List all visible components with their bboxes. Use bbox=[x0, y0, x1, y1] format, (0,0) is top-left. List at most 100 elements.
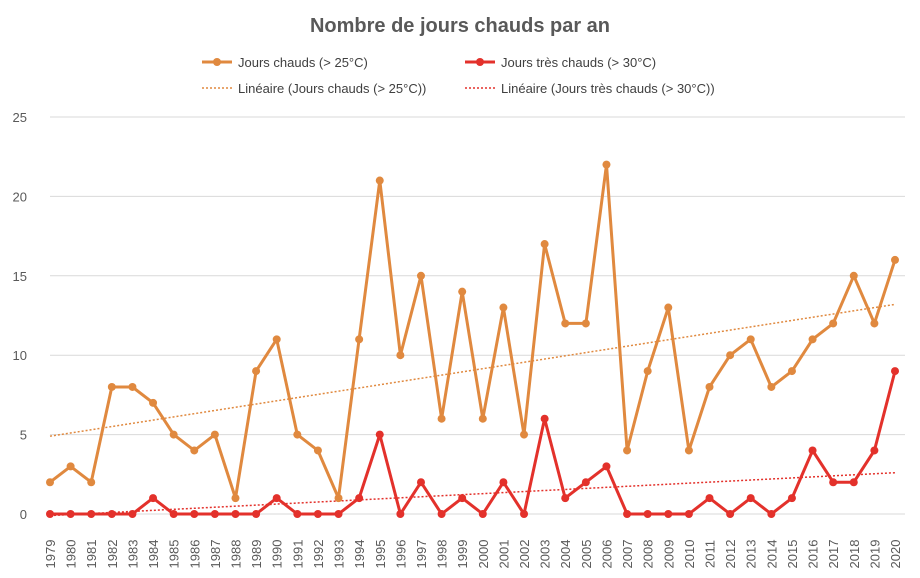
x-tick-label: 2002 bbox=[517, 540, 532, 569]
x-tick-label: 1997 bbox=[414, 540, 429, 569]
data-point-series-0 bbox=[46, 478, 54, 487]
data-point-series-0 bbox=[684, 446, 693, 455]
x-tick-label: 2005 bbox=[579, 540, 594, 569]
data-point-series-0 bbox=[746, 335, 755, 344]
legend-label-series-1: Jours très chauds (> 30°C) bbox=[501, 55, 656, 70]
data-point-series-1 bbox=[66, 510, 75, 518]
x-tick-label: 1991 bbox=[290, 540, 305, 569]
data-point-series-0 bbox=[149, 398, 158, 407]
x-tick-label: 2003 bbox=[538, 540, 553, 569]
x-tick-label: 1988 bbox=[228, 540, 243, 569]
data-point-series-1 bbox=[808, 446, 817, 455]
data-point-series-1 bbox=[231, 510, 240, 518]
data-point-series-0 bbox=[623, 446, 632, 455]
data-point-series-0 bbox=[252, 367, 261, 376]
data-point-series-0 bbox=[891, 255, 899, 264]
legend-label-series-0: Jours chauds (> 25°C) bbox=[238, 55, 368, 70]
data-point-series-0 bbox=[169, 430, 178, 439]
data-point-series-0 bbox=[458, 287, 467, 296]
data-point-series-1 bbox=[416, 478, 425, 487]
data-point-series-0 bbox=[190, 446, 199, 455]
data-point-series-1 bbox=[128, 510, 137, 518]
y-tick-label: 15 bbox=[13, 269, 27, 284]
data-point-series-1 bbox=[252, 510, 261, 518]
x-tick-label: 1996 bbox=[393, 540, 408, 569]
x-tick-label: 1995 bbox=[373, 540, 388, 569]
data-point-series-0 bbox=[355, 335, 364, 344]
data-point-series-0 bbox=[643, 367, 652, 376]
data-point-series-1 bbox=[643, 510, 652, 518]
data-point-series-1 bbox=[190, 510, 199, 518]
x-tick-label: 1993 bbox=[332, 540, 347, 569]
x-tick-label: 1980 bbox=[64, 540, 79, 569]
x-tick-label: 1987 bbox=[208, 540, 223, 569]
data-point-series-1 bbox=[107, 510, 116, 518]
data-point-series-0 bbox=[705, 382, 714, 391]
y-axis: 0 5 10 15 20 25 bbox=[13, 110, 27, 522]
x-tick-label: 1985 bbox=[167, 540, 182, 569]
data-point-series-1 bbox=[849, 478, 858, 487]
data-point-series-1 bbox=[602, 462, 611, 471]
data-point-series-0 bbox=[396, 351, 405, 360]
gridlines bbox=[50, 116, 905, 515]
data-point-series-1 bbox=[705, 494, 714, 503]
series-lines bbox=[46, 160, 899, 518]
legend-item-series-1: Jours très chauds (> 30°C) bbox=[465, 55, 656, 70]
trendline-1 bbox=[49, 471, 896, 517]
data-point-series-0 bbox=[293, 430, 302, 439]
data-point-series-1 bbox=[746, 494, 755, 503]
x-tick-label: 1986 bbox=[187, 540, 202, 569]
x-tick-label: 1990 bbox=[270, 540, 285, 569]
x-axis: 1979 1980 1981 1982 1983 1984 1985 1986 1987 1988… bbox=[43, 540, 903, 569]
x-tick-label: 1981 bbox=[84, 540, 99, 569]
data-point-series-0 bbox=[726, 351, 735, 360]
data-point-series-0 bbox=[664, 303, 673, 312]
data-point-series-1 bbox=[272, 494, 281, 503]
x-tick-label: 1999 bbox=[455, 540, 470, 569]
data-point-series-0 bbox=[231, 494, 240, 503]
x-tick-label: 1989 bbox=[249, 540, 264, 569]
data-point-series-0 bbox=[581, 319, 590, 328]
data-point-series-0 bbox=[272, 335, 281, 344]
data-point-series-1 bbox=[540, 414, 549, 423]
y-tick-label: 5 bbox=[20, 428, 27, 443]
x-tick-label: 1998 bbox=[435, 540, 450, 569]
x-tick-label: 2011 bbox=[703, 540, 718, 568]
x-tick-label: 2017 bbox=[826, 540, 841, 569]
x-tick-label: 2018 bbox=[847, 540, 862, 569]
x-tick-label: 2016 bbox=[806, 540, 821, 569]
x-tick-label: 1983 bbox=[125, 540, 140, 569]
data-point-series-1 bbox=[458, 494, 467, 503]
data-point-series-0 bbox=[66, 462, 75, 471]
x-tick-label: 1984 bbox=[146, 540, 161, 569]
data-point-series-1 bbox=[787, 494, 796, 503]
data-point-series-0 bbox=[870, 319, 879, 328]
x-tick-label: 2006 bbox=[599, 540, 614, 569]
x-tick-label: 1994 bbox=[352, 540, 367, 569]
data-point-series-0 bbox=[87, 478, 96, 487]
data-point-series-1 bbox=[334, 510, 343, 518]
data-point-series-1 bbox=[726, 510, 735, 518]
data-point-series-0 bbox=[334, 494, 343, 503]
data-point-series-0 bbox=[375, 176, 384, 185]
data-point-series-0 bbox=[499, 303, 508, 312]
x-tick-label: 1979 bbox=[43, 540, 58, 569]
legend: Jours chauds (> 25°C) Jours très chauds … bbox=[202, 55, 715, 96]
trendlines bbox=[49, 303, 896, 517]
data-point-series-1 bbox=[870, 446, 879, 455]
data-point-series-0 bbox=[478, 414, 487, 423]
x-tick-label: 2019 bbox=[867, 540, 882, 569]
series-line-0 bbox=[49, 163, 897, 500]
series-line-1 bbox=[50, 370, 897, 516]
x-tick-label: 2012 bbox=[723, 540, 738, 569]
data-point-series-0 bbox=[829, 319, 838, 328]
data-point-series-1 bbox=[293, 510, 302, 518]
data-point-series-1 bbox=[169, 510, 178, 518]
data-point-series-1 bbox=[46, 510, 54, 518]
data-point-series-0 bbox=[767, 382, 776, 391]
data-point-series-1 bbox=[829, 478, 838, 487]
x-tick-label: 2001 bbox=[496, 540, 511, 569]
y-tick-label: 25 bbox=[13, 110, 27, 125]
data-point-series-0 bbox=[787, 367, 796, 376]
